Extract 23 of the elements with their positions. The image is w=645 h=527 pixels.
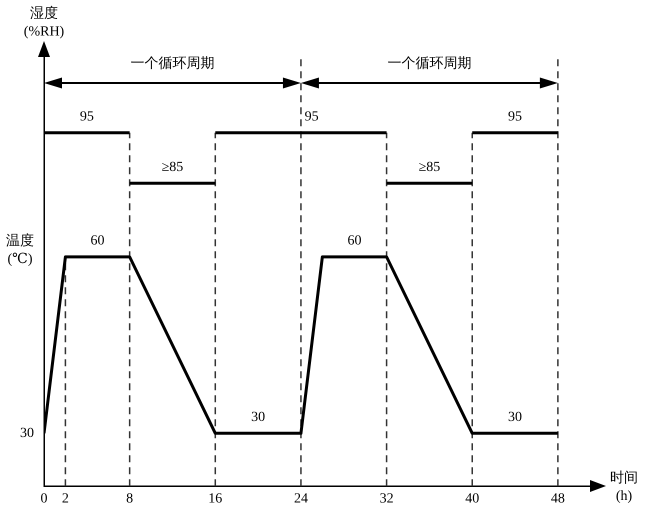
y2-axis-title: 湿度 (%RH) (24, 6, 65, 40)
data-label: 30 (251, 410, 266, 425)
x-tick-label: 8 (126, 491, 134, 506)
x-tick-label: 48 (550, 491, 565, 506)
x-tick-label: 2 (62, 491, 69, 506)
x-tick-label: 0 (40, 491, 48, 506)
x-tick-label: 40 (465, 491, 480, 506)
x-axis-title: 时间 (h) (610, 470, 638, 504)
x-tick-label: 32 (380, 491, 394, 506)
x-tick-label: 24 (294, 491, 308, 506)
data-label: 60 (347, 234, 362, 249)
data-label: 95 (80, 109, 94, 124)
y-axis-title: 温度 (℃) (6, 233, 34, 268)
annotation: 一个循环周期 (130, 56, 214, 72)
data-label: ≥85 (162, 160, 184, 175)
data-label: 30 (20, 426, 34, 441)
data-label: ≥85 (418, 160, 440, 175)
x-tick-label: 16 (208, 491, 222, 506)
data-label: 30 (508, 410, 522, 425)
data-label: 95 (508, 109, 522, 124)
annotation: 一个循环周期 (387, 56, 472, 72)
data-label: 60 (90, 234, 105, 249)
data-label: 95 (304, 109, 319, 124)
